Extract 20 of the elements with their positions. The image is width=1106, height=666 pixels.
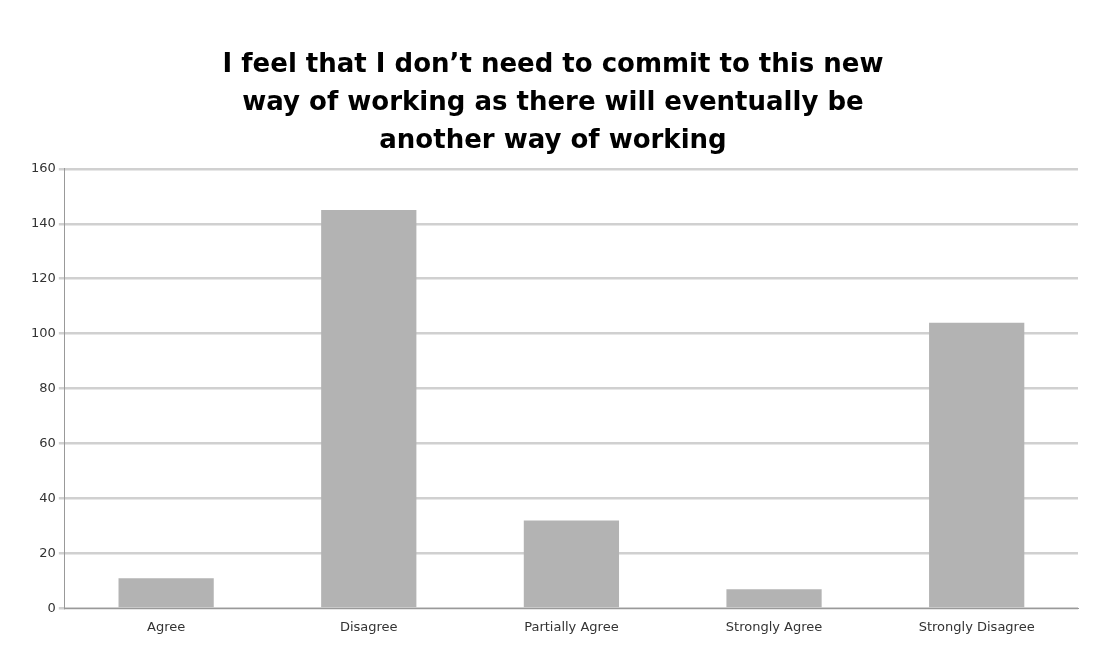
y-tick-label: 40 bbox=[39, 489, 56, 505]
bar bbox=[929, 322, 1025, 608]
x-tick-label: Disagree bbox=[339, 618, 398, 634]
bar bbox=[523, 520, 620, 608]
y-tick-label: 0 bbox=[47, 599, 56, 615]
chart-title: I feel that I don’t need to commit to this new way of working as there will eventually be another way of working bbox=[221, 47, 885, 156]
y-tick-label: 120 bbox=[30, 270, 56, 286]
x-tick-label: Strongly Disagree bbox=[918, 618, 1035, 634]
y-tick-label: 20 bbox=[39, 544, 56, 560]
bar bbox=[118, 578, 214, 608]
bar bbox=[321, 210, 417, 608]
y-tick-label: 60 bbox=[39, 434, 56, 450]
bar bbox=[726, 589, 822, 608]
y-tick-label: 140 bbox=[30, 215, 56, 231]
y-tick-label: 100 bbox=[30, 325, 56, 341]
y-tick-label: 80 bbox=[39, 379, 56, 395]
x-tick-label: Agree bbox=[147, 618, 186, 634]
x-tick-label: Partially Agree bbox=[524, 618, 619, 634]
x-tick-label: Strongly Agree bbox=[725, 618, 823, 634]
y-tick-label: 160 bbox=[30, 160, 56, 176]
